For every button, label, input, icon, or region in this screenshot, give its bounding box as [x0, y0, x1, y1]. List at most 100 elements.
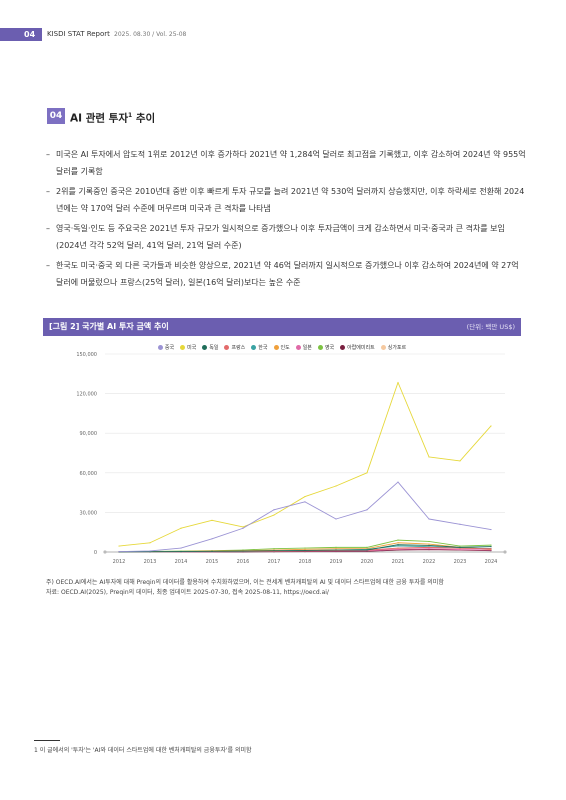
report-name: KISDI STAT Report: [47, 30, 110, 38]
figure-title-bar: [그림 2] 국가별 AI 투자 금액 추이 (단위: 백만 US$): [43, 318, 521, 336]
data-point: [428, 540, 430, 543]
legend-label: 싱가포르: [387, 345, 407, 351]
data-point: [273, 550, 275, 552]
legend-swatch: [380, 345, 386, 350]
chart-legend: 중국 미국 독일 프랑스 한국 인도 일본 영국 아랍에미리트 싱가포르: [43, 344, 521, 351]
bullet-item: – 한국도 미국·중국 외 다른 국가들과 비슷한 양상으로, 2021년 약 4…: [46, 257, 526, 291]
data-point: [428, 546, 430, 548]
legend-swatch: [295, 345, 301, 350]
data-point: [304, 495, 306, 498]
data-point: [428, 549, 430, 551]
data-point: [242, 526, 244, 528]
section-title-suffix: 추이: [132, 112, 156, 125]
section-title-main: AI 관련 투자: [70, 112, 128, 125]
data-point: [335, 485, 337, 487]
figure-note: 주) OECD.AI에서는 AI투자에 대해 Preqin의 데이터를 활용하여…: [46, 579, 444, 586]
figure-unit: (단위: 백만 US$): [466, 323, 515, 331]
data-point: [273, 509, 275, 511]
data-point: [397, 548, 399, 550]
data-point: [366, 546, 368, 548]
legend-label: 프랑스: [231, 345, 246, 351]
footnote-ref[interactable]: 1: [127, 112, 133, 119]
data-point: [211, 550, 213, 552]
x-tick-label: 2017: [268, 559, 281, 565]
legend-label: 일본: [302, 345, 312, 351]
data-point: [397, 381, 399, 384]
bullet-text: 영국·독일·인도 등 주요국은 2021년 투자 규모가 일시적으로 증가했으나…: [56, 224, 505, 250]
page-number: 04: [0, 28, 42, 41]
y-tick-label: 150,000: [76, 352, 97, 358]
section-title: AI 관련 투자1 추이: [70, 108, 155, 127]
data-point: [490, 548, 492, 550]
y-tick-label: 120,000: [76, 392, 97, 398]
data-point: [490, 528, 492, 531]
data-point: [118, 545, 120, 547]
data-point: [180, 551, 182, 553]
x-tick-label: 2018: [299, 559, 312, 565]
legend-label: 영국: [324, 345, 335, 351]
legend-swatch: [273, 345, 279, 350]
y-tick-label: 30,000: [80, 510, 98, 516]
data-point: [149, 550, 151, 552]
legend-label: 미국: [187, 345, 197, 351]
x-tick-label: 2023: [454, 559, 467, 565]
footnote-divider: [34, 740, 60, 741]
bullet-item: – 영국·독일·인도 등 주요국은 2021년 투자 규모가 일시적으로 증가했으…: [46, 220, 526, 254]
data-point: [459, 546, 461, 548]
legend-label: 중국: [164, 345, 175, 351]
data-point: [273, 514, 275, 516]
data-point: [428, 543, 430, 545]
legend-swatch: [224, 345, 230, 350]
bullet-list: – 미국은 AI 투자에서 압도적 1위로 2012년 이후 증가하다 2021년…: [46, 146, 526, 294]
data-point: [242, 550, 244, 552]
bullet-text: 2위를 기록중인 중국은 2010년대 중반 이후 빠르게 투자 규모를 늘려 …: [56, 187, 525, 213]
data-point: [428, 456, 430, 458]
data-point: [490, 544, 492, 546]
figure-notes: 주) OECD.AI에서는 AI투자에 대해 Preqin의 데이터를 활용하여…: [46, 578, 526, 598]
data-point: [211, 538, 213, 540]
x-tick-label: 2015: [206, 559, 219, 565]
report-volume: 2025. 08.30 / Vol. 25-08: [114, 31, 187, 38]
legend-entry: 프랑스: [224, 344, 245, 351]
data-point: [180, 547, 182, 549]
data-point: [118, 551, 120, 553]
figure-source: 자료: OECD.AI(2025), Preqin의 데이터, 최종 업데이트 …: [46, 589, 329, 596]
data-point: [273, 548, 275, 550]
data-point: [304, 547, 306, 549]
x-tick-label: 2012: [113, 559, 126, 565]
legend-entry: 한국: [251, 344, 268, 351]
data-point: [459, 547, 461, 549]
x-tick-label: 2024: [485, 559, 498, 565]
x-tick-label: 2019: [330, 559, 343, 565]
data-point: [366, 472, 368, 474]
data-point: [335, 548, 337, 550]
data-point: [397, 544, 399, 546]
series-line: [118, 382, 492, 547]
data-point: [304, 501, 306, 503]
data-point: [397, 545, 399, 547]
data-point: [149, 542, 151, 544]
legend-swatch: [251, 345, 257, 350]
legend-entry: 중국: [157, 344, 175, 351]
data-point: [366, 549, 368, 551]
data-point: [459, 545, 461, 547]
y-tick-label: 0: [94, 550, 97, 556]
data-point: [428, 518, 430, 520]
legend-swatch: [317, 345, 323, 350]
data-point: [335, 546, 337, 548]
data-point: [335, 549, 337, 551]
legend-entry: 미국: [180, 344, 196, 351]
bullet-text: 미국은 AI 투자에서 압도적 1위로 2012년 이후 증가하다 2021년 …: [56, 150, 526, 176]
data-point: [459, 460, 461, 462]
data-point: [242, 527, 244, 529]
data-point: [304, 548, 306, 550]
legend-label: 아랍에미리트: [347, 345, 375, 351]
legend-entry: 영국: [317, 344, 335, 351]
legend-entry: 싱가포르: [380, 344, 407, 351]
legend-entry: 독일: [202, 344, 218, 351]
axis-end-dot: [503, 550, 507, 554]
x-tick-label: 2013: [144, 559, 157, 565]
data-point: [211, 519, 213, 521]
y-tick-label: 60,000: [80, 471, 98, 477]
data-point: [180, 527, 182, 529]
